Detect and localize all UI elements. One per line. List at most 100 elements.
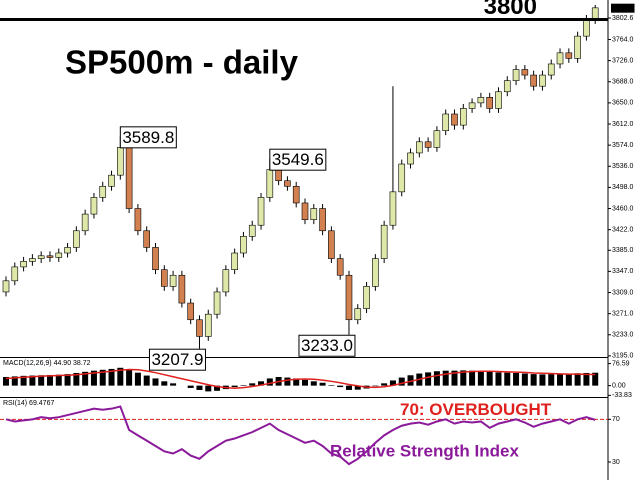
- y-tick-label: 0.00: [612, 382, 626, 389]
- macd-bar: [530, 374, 537, 386]
- candle-body: [125, 147, 133, 209]
- candle-body: [11, 266, 19, 282]
- candle-body: [160, 269, 168, 287]
- y-tick-label: 3385.0: [612, 247, 634, 254]
- label-box: [119, 126, 177, 149]
- price-label: 3207.9: [151, 350, 203, 369]
- candle-body: [204, 313, 212, 337]
- candle-body: [398, 163, 406, 193]
- macd-bar: [337, 385, 344, 388]
- candle-body: [336, 258, 344, 276]
- y-tick-label: 3460.0: [612, 205, 634, 212]
- macd-bar: [152, 378, 159, 386]
- macd-bar: [319, 382, 326, 386]
- candle-body: [407, 152, 414, 165]
- candle-body: [117, 147, 124, 176]
- candle-body: [495, 91, 502, 109]
- candle-body: [416, 141, 423, 154]
- candle-body: [64, 247, 71, 254]
- candle-body: [2, 280, 10, 293]
- candle-body: [380, 224, 388, 259]
- candle-body: [81, 213, 89, 232]
- candle-body: [257, 197, 265, 226]
- y-tick-label: 3802.6: [612, 15, 634, 22]
- macd-bar: [161, 381, 168, 386]
- macd-bar: [126, 369, 133, 386]
- panel-label: RSI(14) 69.4767: [3, 400, 54, 407]
- candle-body: [248, 224, 256, 237]
- macd-bar: [469, 370, 476, 386]
- macd-bar: [539, 374, 546, 386]
- macd-bar: [55, 374, 62, 386]
- macd-bar: [433, 371, 440, 386]
- candle-body: [565, 52, 573, 59]
- macd-bar: [266, 378, 273, 386]
- candle-body: [169, 274, 177, 287]
- macd-bar: [11, 376, 18, 386]
- macd-bar: [565, 373, 572, 386]
- macd-bar: [38, 375, 45, 386]
- macd-bar: [451, 370, 458, 386]
- macd-bar: [548, 374, 555, 386]
- macd-bar: [442, 370, 449, 386]
- candle-body: [319, 208, 326, 232]
- candle-body: [583, 19, 590, 37]
- level-label: 3800: [484, 0, 537, 20]
- label-box: [148, 348, 206, 371]
- candle-body: [547, 63, 555, 76]
- y-tick-label: 3498.0: [612, 184, 634, 191]
- candle-body: [521, 69, 529, 76]
- macd-bar: [389, 380, 396, 386]
- candle-body: [292, 185, 300, 204]
- y-tick-label: 3726.0: [612, 57, 634, 64]
- candle-body: [90, 197, 98, 215]
- candle-body: [46, 255, 54, 258]
- candle-body: [530, 74, 537, 87]
- y-tick-label: 3612.0: [612, 121, 634, 128]
- macd-bar: [592, 372, 599, 386]
- macd-bar: [90, 370, 97, 386]
- macd-bar: [486, 371, 493, 386]
- candle-body: [143, 230, 151, 248]
- macd-bar: [504, 372, 511, 386]
- macd-bar: [143, 375, 150, 386]
- macd-bar: [407, 375, 414, 386]
- candle-body: [152, 247, 159, 270]
- candle-body: [424, 141, 432, 148]
- price-label: 3233.0: [301, 336, 353, 355]
- last-price-box: [611, 3, 635, 13]
- macd-bar: [134, 372, 141, 386]
- macd-bar: [372, 385, 379, 387]
- macd-bar: [398, 377, 405, 386]
- y-tick-label: 3650.0: [612, 100, 634, 107]
- candle-body: [477, 97, 485, 104]
- macd-bar: [231, 385, 238, 388]
- y-tick-label: 76.59: [612, 360, 630, 367]
- candle-body: [108, 174, 115, 187]
- macd-bar: [108, 368, 115, 386]
- macd-bar: [214, 385, 221, 391]
- candle-body: [284, 180, 291, 187]
- indicator-name: Relative Strength Index: [330, 441, 519, 460]
- candle-body: [37, 255, 45, 259]
- candle-body: [301, 202, 309, 220]
- candle-body: [213, 291, 221, 315]
- y-tick-label: 3347.0: [612, 268, 634, 275]
- candle-body: [187, 302, 194, 321]
- macd-bar: [20, 375, 27, 386]
- candle-body: [196, 319, 203, 337]
- y-tick-label: 3688.0: [612, 79, 634, 86]
- y-tick-label: 3233.0: [612, 332, 634, 339]
- candle-body: [503, 80, 511, 93]
- macd-bar: [495, 372, 502, 386]
- y-tick-label: 3309.0: [612, 289, 634, 296]
- panel-label: MACD(12,26,9) 44.90 38.72: [3, 360, 91, 367]
- y-tick-label: 3574.0: [612, 142, 634, 149]
- macd-bar: [240, 385, 247, 386]
- macd-bar: [205, 385, 212, 392]
- candle-body: [539, 74, 546, 87]
- y-tick-label: 3271.0: [612, 310, 634, 317]
- y-tick-label: -33.83: [612, 392, 632, 399]
